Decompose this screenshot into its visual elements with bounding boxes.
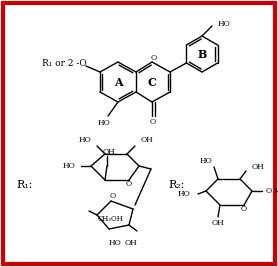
Text: C: C: [148, 77, 157, 88]
Text: HO: HO: [109, 239, 121, 247]
Text: HO: HO: [62, 162, 75, 170]
Text: A: A: [114, 77, 122, 88]
Text: O: O: [126, 180, 132, 188]
Text: OH: OH: [125, 239, 137, 247]
Text: HO: HO: [98, 119, 110, 127]
Text: OH: OH: [141, 136, 154, 144]
Text: O: O: [241, 205, 247, 213]
Text: O: O: [110, 192, 116, 200]
Text: R₁:: R₁:: [16, 180, 32, 190]
Text: HO: HO: [177, 190, 190, 198]
Text: CH₂OH: CH₂OH: [98, 215, 124, 223]
Text: R₁ or 2 -O: R₁ or 2 -O: [42, 60, 86, 69]
Text: O: O: [266, 187, 272, 195]
Text: HO: HO: [218, 20, 230, 28]
Text: HO: HO: [199, 157, 212, 165]
Text: OH: OH: [103, 148, 115, 156]
Text: Me: Me: [273, 187, 278, 195]
Text: R₂:: R₂:: [168, 180, 184, 190]
Text: OH: OH: [212, 219, 224, 227]
Text: O: O: [151, 54, 157, 62]
Text: HO: HO: [78, 136, 91, 144]
Text: B: B: [197, 49, 207, 60]
Text: O: O: [150, 118, 156, 126]
Text: OH: OH: [252, 163, 265, 171]
